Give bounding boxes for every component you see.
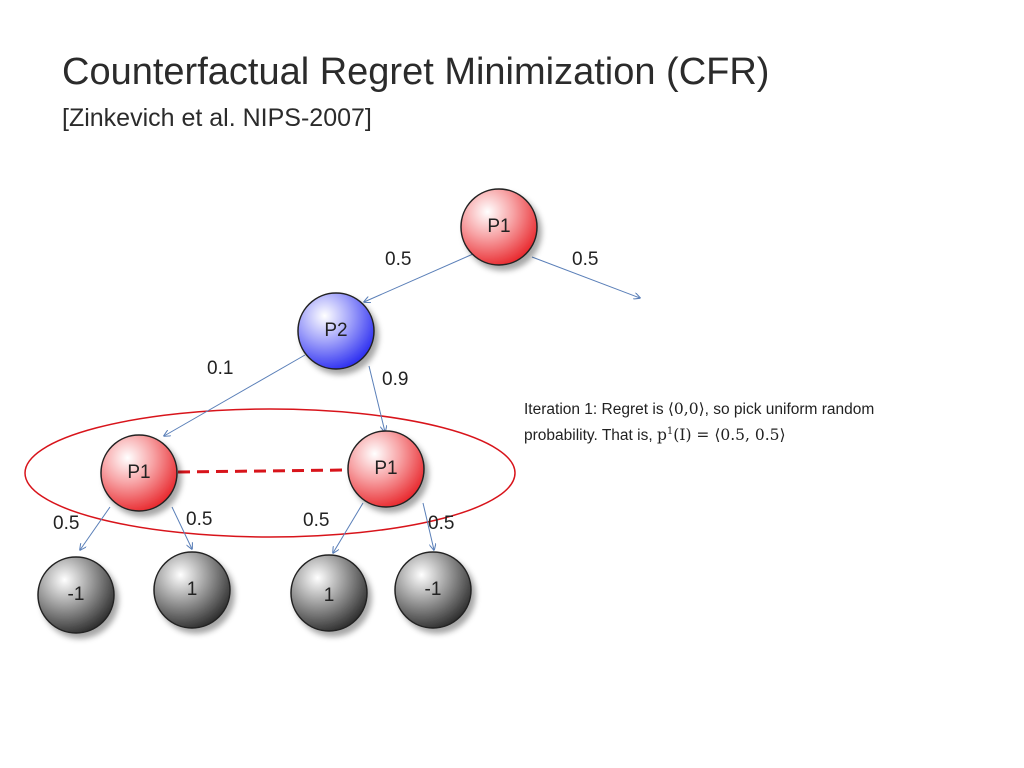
leaf-node: -1 [394, 551, 472, 629]
p2-label: P2 [324, 320, 347, 341]
leaf-node: 1 [290, 554, 368, 632]
leaf-node: 1 [153, 551, 231, 629]
edge-root-left [364, 253, 474, 302]
edge-label-p2-right: 0.9 [382, 369, 408, 390]
leaf-node: -1 [37, 556, 115, 634]
p-superscript: 1 [666, 426, 674, 437]
root-p1-label: P1 [487, 216, 510, 237]
edge-label-lp1-right: 0.5 [186, 509, 212, 530]
note-line-2: probability. That is, p1(I) = ⟨0.5, 0.5⟩ [524, 421, 964, 447]
note-line1-suffix: , so pick uniform random [704, 401, 875, 418]
root-p1-node: P1 [460, 188, 538, 266]
p2-node: P2 [297, 292, 375, 370]
leaf-label: 1 [187, 579, 198, 600]
leaf-label: -1 [425, 579, 442, 600]
edge-label-root-right: 0.5 [572, 249, 598, 270]
edge-label-p2-left: 0.1 [207, 358, 233, 379]
edge-root-right [531, 256, 640, 298]
information-set-dashed-link [177, 468, 347, 474]
regret-value: ⟨0,0⟩ [667, 400, 705, 418]
edge-rp1-right [422, 502, 434, 550]
left-p1-label: P1 [127, 462, 150, 483]
edge-lp1-right [171, 506, 192, 549]
edge-label-lp1-left: 0.5 [53, 513, 79, 534]
edge-label-rp1-left: 0.5 [303, 510, 329, 531]
prob-value: ⟨0.5, 0.5⟩ [714, 426, 786, 445]
edge-rp1-left [333, 502, 364, 553]
leaf-label: 1 [324, 585, 335, 606]
edge-label-rp1-right: 0.5 [428, 513, 454, 534]
edge-lp1-left [80, 506, 111, 550]
right-p1-label: P1 [374, 458, 397, 479]
note-line2-prefix: probability. That is, [524, 427, 657, 445]
right-p1-node: P1 [347, 430, 425, 508]
slide-subtitle: [Zinkevich et al. NIPS-2007] [62, 104, 372, 132]
note-line1-prefix: Iteration 1: Regret is [524, 401, 668, 418]
slide-title: Counterfactual Regret Minimization (CFR) [62, 51, 770, 93]
iteration-note: Iteration 1: Regret is ⟨0,0⟩, so pick un… [524, 398, 964, 447]
note-line-1: Iteration 1: Regret is ⟨0,0⟩, so pick un… [524, 398, 964, 421]
edge-label-root-left: 0.5 [385, 249, 411, 270]
p-symbol: p [656, 426, 667, 445]
edge-p2-left [164, 354, 306, 436]
edge-p2-right [368, 365, 385, 432]
p-argument: (I) = [673, 426, 715, 445]
information-set-ellipse [24, 408, 516, 538]
left-p1-node: P1 [100, 434, 178, 512]
leaf-label: -1 [68, 584, 85, 605]
